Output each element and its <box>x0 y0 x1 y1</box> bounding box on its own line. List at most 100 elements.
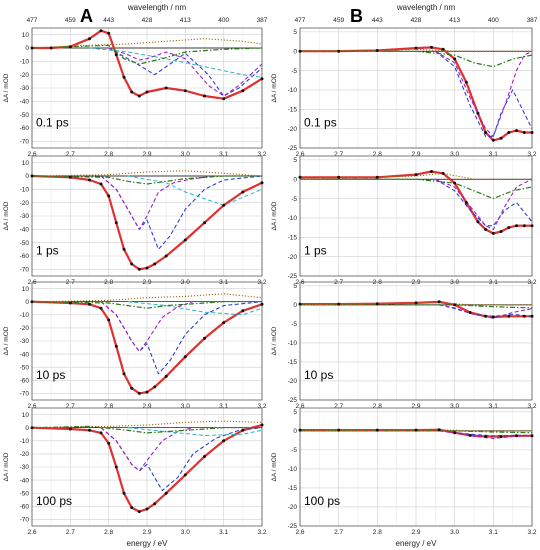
data-point <box>222 321 226 325</box>
series-green-dashdot <box>300 178 533 200</box>
x-tick-label: 3.0 <box>450 403 459 410</box>
series-fit <box>300 170 532 235</box>
plot-frame <box>299 407 533 527</box>
top-tick-label: 387 <box>527 17 538 24</box>
data-point <box>241 428 245 432</box>
plot-frame <box>31 27 263 149</box>
y-axis-title: ΔA / mOD <box>271 326 278 355</box>
data-point <box>499 230 503 233</box>
data-point <box>114 465 118 469</box>
x-tick-label: 3.0 <box>181 403 190 410</box>
data-point <box>491 138 495 142</box>
data-point <box>260 77 264 81</box>
series-green-dashdot <box>31 175 262 185</box>
series-cyan-dashed <box>127 175 263 206</box>
series-purple-dashed <box>435 178 533 231</box>
data-point <box>122 247 126 251</box>
data-point <box>260 181 264 185</box>
y-tick-label: -40 <box>20 99 30 106</box>
data-point <box>476 111 480 115</box>
x-tick-label: 3.0 <box>181 151 190 158</box>
y-tick-label: -10 <box>288 87 298 94</box>
top-tick-label: 413 <box>180 17 191 24</box>
series-blue-dashed <box>435 178 533 227</box>
y-tick-label: -15 <box>288 485 298 492</box>
x-tick-label: 3.1 <box>219 403 228 410</box>
data-point <box>99 431 103 435</box>
data-point <box>441 171 445 175</box>
data-point <box>491 231 495 235</box>
data-point <box>484 228 488 231</box>
data-point <box>414 46 418 50</box>
plot-frame <box>31 155 263 277</box>
data-point <box>68 175 72 179</box>
data-point <box>183 238 187 242</box>
plot-frame <box>299 281 533 401</box>
y-tick-label: 0 <box>293 428 297 435</box>
top-tick-label: 387 <box>257 17 268 24</box>
y-tick-label: -10 <box>288 215 298 222</box>
data-point <box>476 220 480 224</box>
data-point <box>68 301 72 305</box>
x-tick-label: 2.7 <box>334 529 343 536</box>
series-green-dashdot <box>31 301 262 309</box>
y-tick-label: -60 <box>20 125 30 132</box>
data-point <box>430 170 433 173</box>
bottom-axis-title: energy / eV <box>396 539 438 548</box>
top-tick-label: 443 <box>103 17 114 24</box>
series-blue-dashed <box>100 427 263 492</box>
y-tick-label: -50 <box>20 364 30 371</box>
data-point <box>507 314 511 318</box>
data-point <box>203 336 206 340</box>
data-point <box>337 49 341 53</box>
data-point <box>375 428 379 432</box>
y-tick-label: -15 <box>288 234 298 241</box>
time-label: 100 ps <box>304 494 340 508</box>
x-tick-label: 3.2 <box>257 529 266 536</box>
y-tick-label: -30 <box>20 338 30 345</box>
data-point <box>507 226 511 230</box>
data-point <box>484 435 488 438</box>
data-point <box>499 136 503 140</box>
y-tick-label: 5 <box>293 283 297 290</box>
x-tick-label: 2.6 <box>27 403 36 410</box>
y-tick-label: 0 <box>293 176 297 183</box>
x-tick-label: 3.2 <box>257 151 266 158</box>
x-tick-label: 2.6 <box>27 529 36 536</box>
data-point <box>164 86 168 90</box>
top-tick-label: 400 <box>488 17 499 24</box>
x-tick-label: 3.1 <box>489 529 498 536</box>
series-olive-dotted <box>31 38 263 49</box>
x-tick-label: 2.6 <box>27 151 36 158</box>
y-tick-label: -60 <box>20 504 30 511</box>
y-tick-label: -30 <box>20 85 30 92</box>
x-tick-label: 3.1 <box>219 529 228 536</box>
series-purple-dashed <box>100 301 194 353</box>
time-label: 1 ps <box>304 243 327 257</box>
data-point <box>222 97 226 101</box>
data-point <box>99 29 103 33</box>
x-tick-label: 2.8 <box>104 151 113 158</box>
data-point <box>203 94 206 98</box>
data-point <box>468 433 472 437</box>
series-cyan-dashed <box>89 47 263 78</box>
data-point <box>145 390 149 394</box>
y-axis-title: ΔA / mOD <box>3 326 10 355</box>
top-tick-label: 477 <box>295 17 306 24</box>
y-tick-label: -30 <box>20 213 30 220</box>
plot-frame <box>31 407 263 527</box>
top-tick-label: 428 <box>411 17 422 24</box>
data-point <box>414 301 418 305</box>
y-tick-label: 5 <box>293 409 297 416</box>
y-tick-label: -20 <box>20 200 30 207</box>
y-tick-label: -20 <box>288 378 298 385</box>
data-point <box>260 423 264 427</box>
y-tick-label: -20 <box>288 504 298 511</box>
subplot-a-1: 10 0 -10 -20 -30 -40 -50 -60 -70 0.1 ps ΔA / mOD 2.… <box>3 27 267 158</box>
data-point <box>430 45 433 49</box>
data-point <box>375 302 379 306</box>
y-tick-label: -10 <box>20 59 30 66</box>
data-point <box>164 374 168 378</box>
